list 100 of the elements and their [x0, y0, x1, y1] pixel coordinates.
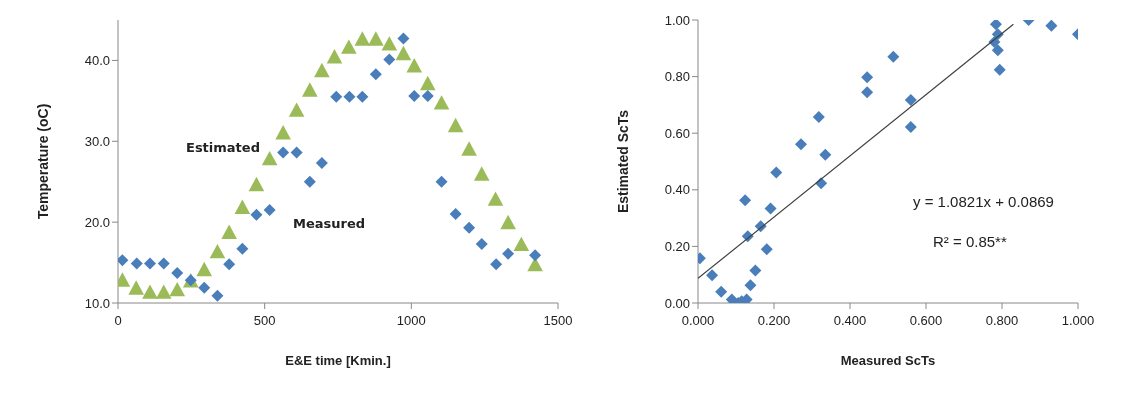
- point: [529, 249, 542, 262]
- x-tick-label: 1.000: [1061, 313, 1095, 328]
- point: [250, 208, 263, 221]
- point: [128, 280, 144, 295]
- point: [435, 175, 448, 188]
- x-tick-label: 0.600: [909, 313, 943, 328]
- y-tick-label: 0.20: [664, 239, 690, 255]
- x-tick-label: 0.800: [985, 313, 1019, 328]
- point: [155, 284, 172, 299]
- point: [383, 53, 396, 66]
- point: [341, 39, 357, 54]
- point: [749, 264, 762, 277]
- point: [157, 257, 170, 270]
- point: [473, 166, 490, 181]
- y-tick-label: 20.0: [84, 214, 110, 230]
- point: [326, 49, 343, 64]
- point: [887, 50, 900, 63]
- point: [290, 146, 303, 159]
- point: [1045, 20, 1058, 32]
- point: [706, 269, 719, 282]
- point: [261, 150, 278, 166]
- point: [794, 138, 807, 151]
- series-label: Estimated: [186, 140, 260, 155]
- x-tick-label: 1000: [396, 313, 426, 328]
- point: [236, 242, 249, 255]
- point: [263, 204, 276, 217]
- point: [989, 20, 1002, 31]
- point: [221, 224, 237, 239]
- y-tick-label: 10.0: [84, 295, 110, 311]
- point: [770, 166, 783, 179]
- point: [475, 237, 488, 250]
- point: [502, 247, 515, 260]
- point: [861, 71, 874, 84]
- point: [277, 146, 290, 159]
- point: [169, 281, 186, 297]
- point: [490, 258, 503, 271]
- point: [368, 31, 384, 46]
- point: [421, 90, 434, 103]
- point: [461, 141, 477, 156]
- point: [739, 194, 752, 207]
- y-tick-label: 30.0: [84, 133, 110, 149]
- point: [447, 117, 464, 133]
- point: [142, 284, 158, 299]
- point: [463, 221, 476, 234]
- y-tick-label: 1.00: [664, 12, 690, 28]
- point: [760, 243, 773, 256]
- point: [500, 214, 516, 230]
- point: [288, 102, 305, 117]
- x-tick-label: 0.000: [681, 313, 715, 328]
- y-axis-title: Estimated ScTs: [614, 109, 631, 214]
- point: [419, 75, 436, 91]
- y-tick-label: 0.80: [664, 69, 690, 85]
- point: [248, 176, 265, 192]
- x-tick-label: 0.200: [757, 313, 791, 328]
- point: [433, 95, 450, 110]
- point: [715, 285, 728, 298]
- point: [130, 257, 143, 270]
- point: [449, 208, 462, 221]
- point: [234, 199, 251, 214]
- point: [196, 261, 213, 277]
- x-axis-title: Measured ScTs: [840, 353, 936, 368]
- point: [513, 236, 530, 252]
- point: [819, 148, 832, 161]
- y-tick-label: 40.0: [84, 53, 110, 69]
- point: [381, 36, 398, 51]
- x-axis-title: E&E time [Kmin.]: [285, 353, 391, 368]
- point: [812, 111, 825, 124]
- point: [211, 289, 224, 302]
- point: [118, 254, 129, 267]
- point: [861, 86, 874, 99]
- y-tick-label: 0.00: [664, 295, 690, 311]
- point: [315, 157, 328, 170]
- x-tick-label: 0: [114, 313, 122, 328]
- point: [397, 32, 410, 45]
- point: [143, 257, 156, 270]
- point: [209, 243, 226, 259]
- point: [904, 120, 917, 133]
- point: [314, 62, 330, 78]
- point: [408, 90, 421, 103]
- point: [764, 202, 777, 215]
- y-tick-label: 0.40: [664, 182, 690, 198]
- series-label: Measured: [293, 216, 366, 231]
- point: [369, 68, 382, 81]
- x-tick-label: 1500: [543, 313, 573, 328]
- point: [991, 44, 1004, 57]
- point: [904, 94, 917, 107]
- point: [395, 45, 412, 61]
- point: [744, 279, 757, 292]
- point: [330, 90, 343, 103]
- point: [487, 191, 504, 206]
- point: [303, 175, 316, 188]
- point: [171, 267, 184, 280]
- point: [343, 90, 356, 103]
- point: [406, 57, 423, 73]
- point: [356, 90, 369, 103]
- point: [223, 258, 236, 271]
- x-tick-label: 500: [253, 313, 276, 328]
- point: [275, 125, 291, 140]
- point: [993, 63, 1006, 76]
- y-axis-title: Temperature (oC): [34, 103, 51, 220]
